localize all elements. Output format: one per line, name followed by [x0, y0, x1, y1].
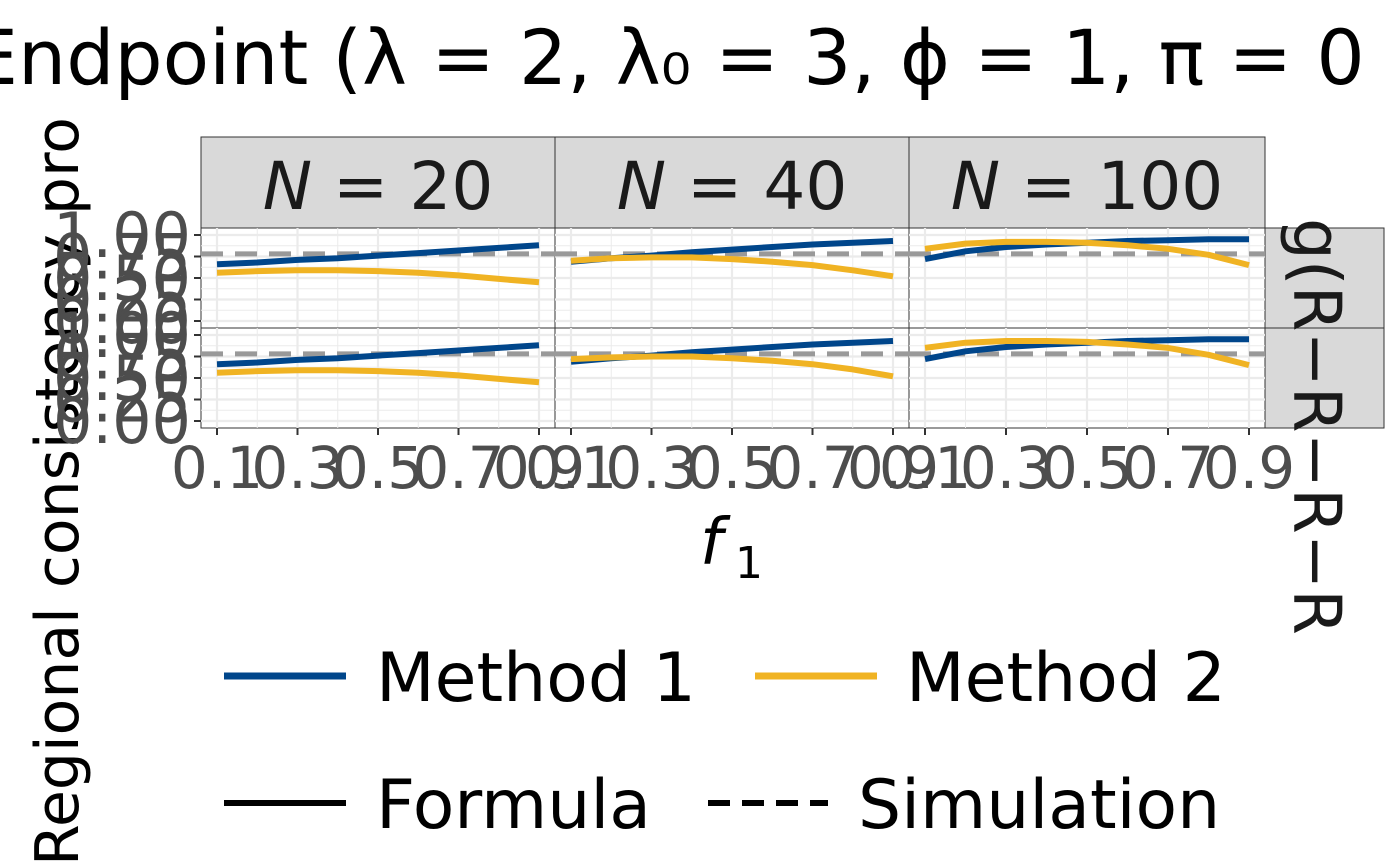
facet-strip-label: N = 20 [263, 148, 494, 225]
method2-formula-line [570, 353, 894, 380]
legend-label: Formula [376, 766, 651, 845]
x-tick-label: 0.5 [332, 434, 424, 502]
method2-formula-line [216, 267, 540, 286]
x-tick-label: 0.5 [686, 434, 778, 502]
x-tick-label: 0.9 [493, 434, 585, 502]
y-tick-label: 0.50 [53, 342, 191, 415]
method2-formula-line [924, 338, 1250, 369]
facet-strip-row [1264, 227, 1385, 329]
x-tick-label: 0.1 [525, 434, 617, 502]
x-tick-label: 0.9 [847, 434, 939, 502]
x-tick-label: 0.7 [412, 434, 504, 502]
x-tick-label: 0.7 [1122, 434, 1214, 502]
method1-formula-line [216, 342, 540, 368]
x-axis-label-subscript: 1 [735, 538, 763, 589]
y-tick-label: 0.75 [53, 321, 191, 394]
x-tick-label: 0.3 [960, 434, 1052, 502]
method1-formula-line [216, 242, 540, 268]
x-tick-label: 0.9 [1203, 434, 1295, 502]
y-axis-label: Regional consistency pro [23, 117, 93, 866]
y-tick-label: 0.00 [53, 285, 191, 358]
facet-strip-column [908, 136, 1266, 229]
facet-strip-row-label: g(R−R−R−R [1278, 218, 1355, 635]
legend-label: Method 2 [906, 639, 1226, 718]
facet-strip-label: N = 40 [617, 148, 848, 225]
legend-label: Simulation [858, 766, 1220, 845]
legend: Method 1 Method 2 Formula Simulation [224, 639, 1226, 845]
method2-formula-line [924, 238, 1250, 269]
x-tick-label: 0.3 [251, 434, 343, 502]
x-tick-label: 0.1 [171, 434, 263, 502]
y-tick-label: 0.25 [53, 264, 191, 337]
y-tick-label: 0.50 [53, 242, 191, 315]
facet-strip-column [554, 136, 910, 229]
y-tick-label: 1.00 [53, 299, 191, 372]
y-tick-label: 1.00 [53, 199, 191, 272]
facet-strip-column [200, 136, 556, 229]
y-tick-label: 0.75 [53, 221, 191, 294]
method2-formula-line [570, 254, 894, 280]
legend-label: Method 1 [376, 639, 696, 718]
x-tick-label: 0.3 [605, 434, 697, 502]
y-tick-label: 0.25 [53, 364, 191, 437]
facet-panels: N = 20 N = 40 N = 100 g(R−R−R−R [200, 136, 1385, 635]
facet-strip-label: N = 100 [951, 148, 1224, 225]
y-tick-label: 0.00 [53, 385, 191, 458]
x-tick-label: 0.7 [766, 434, 858, 502]
facet-strip-row [1264, 327, 1385, 429]
chart-title: Endpoint (λ = 2, λ₀ = 3, ϕ = 1, π = 0 [0, 13, 1365, 102]
axes: 0.000.250.500.751.000.000.250.500.751.00… [53, 199, 1295, 502]
method2-formula-line [216, 367, 540, 386]
x-axis-label: f [700, 506, 731, 580]
x-tick-label: 0.5 [1041, 434, 1133, 502]
x-tick-label: 0.1 [879, 434, 971, 502]
